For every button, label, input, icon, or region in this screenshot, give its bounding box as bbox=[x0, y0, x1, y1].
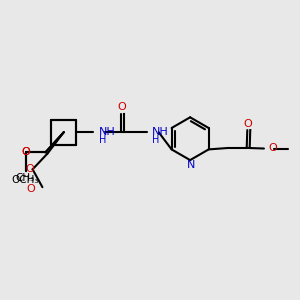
Text: O: O bbox=[27, 184, 35, 194]
Text: O: O bbox=[243, 118, 252, 128]
Text: O: O bbox=[21, 147, 30, 158]
Text: NH: NH bbox=[152, 127, 169, 136]
Text: N: N bbox=[187, 160, 195, 170]
Text: O: O bbox=[268, 143, 277, 153]
Text: O: O bbox=[26, 164, 34, 174]
Text: O: O bbox=[21, 147, 30, 158]
Text: O: O bbox=[117, 102, 126, 112]
Text: H: H bbox=[99, 136, 106, 146]
Text: OCH₃: OCH₃ bbox=[11, 175, 39, 185]
Text: H: H bbox=[152, 136, 160, 146]
Text: CH₃: CH₃ bbox=[16, 173, 35, 183]
Text: NH: NH bbox=[99, 127, 115, 136]
